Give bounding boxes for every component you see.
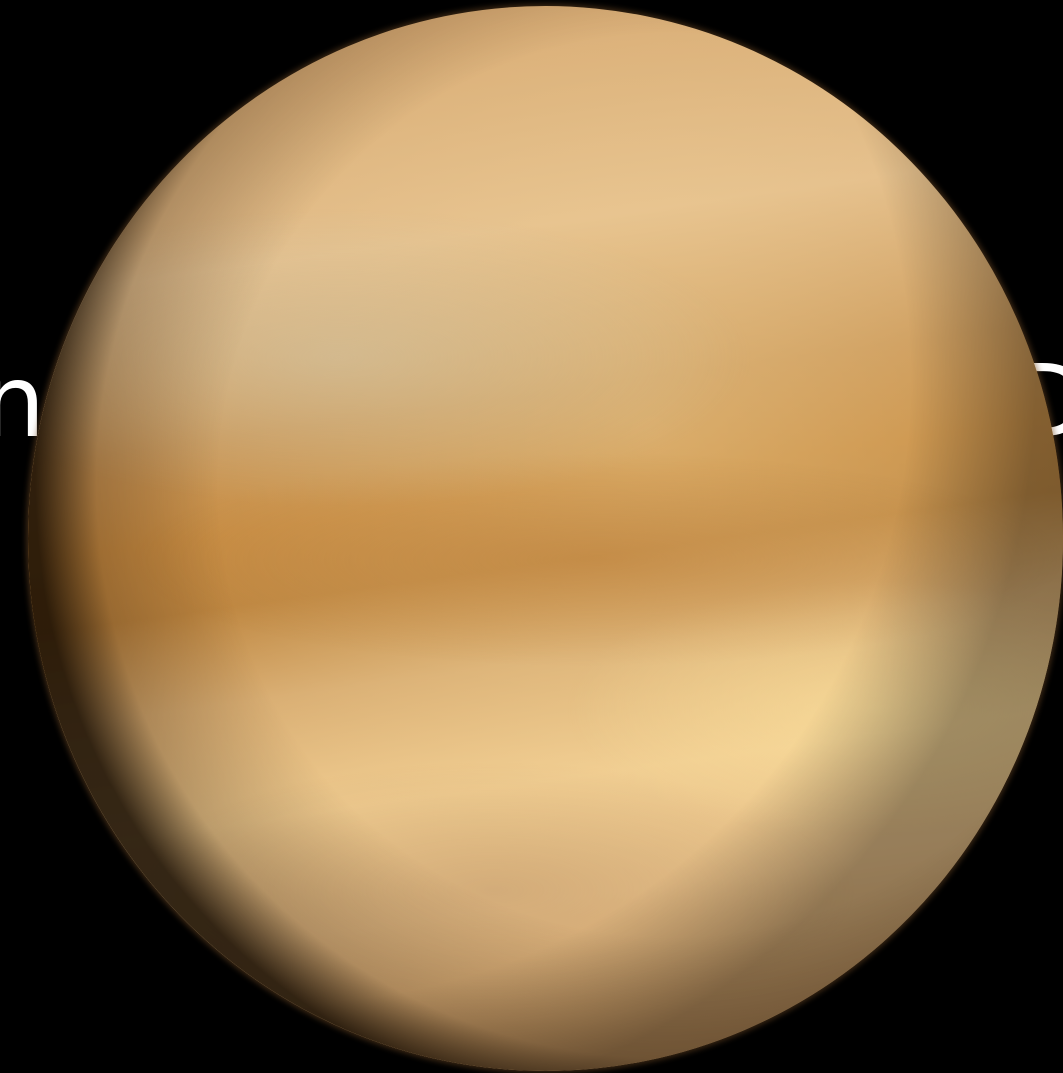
planet-venus-icon: [28, 6, 1063, 1071]
planet-shading: [28, 6, 1063, 1071]
